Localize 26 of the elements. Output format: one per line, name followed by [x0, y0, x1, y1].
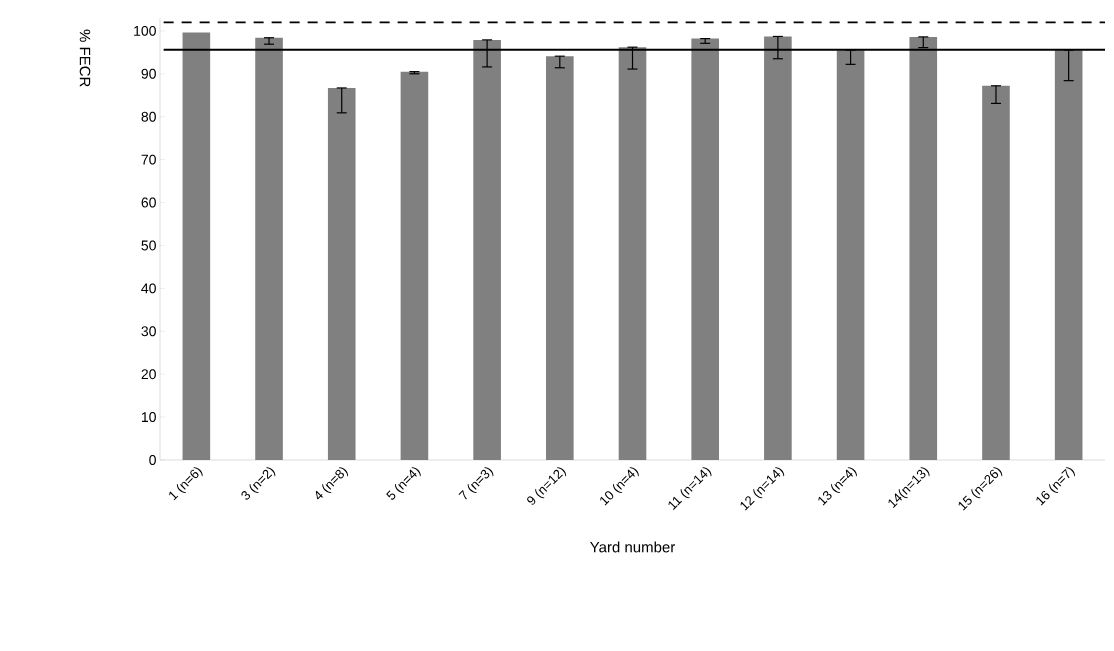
- y-tick-label: 10: [141, 412, 156, 423]
- y-tick-label: 40: [141, 283, 156, 294]
- y-tick-label: 60: [141, 197, 156, 208]
- bar: [546, 56, 574, 460]
- bar: [327, 87, 356, 460]
- bar: [400, 71, 429, 460]
- bar: [473, 39, 501, 460]
- x-axis-title: Yard number: [590, 541, 676, 553]
- bar: [982, 85, 1010, 460]
- y-tick-label: 0: [149, 455, 156, 465]
- y-tick-label: 30: [141, 326, 156, 337]
- bar: [909, 36, 938, 460]
- y-tick-label: 100: [134, 25, 156, 36]
- y-tick-label: 90: [141, 68, 156, 79]
- bar: [836, 50, 865, 460]
- y-tick-label: 20: [141, 369, 156, 380]
- y-tick-label: 80: [141, 111, 156, 122]
- bar: [691, 38, 720, 460]
- bar: [1054, 50, 1083, 460]
- y-tick-label: 50: [141, 240, 156, 251]
- bar: [255, 37, 283, 460]
- bar: [764, 36, 792, 460]
- y-axis-title: % FECR: [79, 29, 91, 87]
- y-tick-label: 70: [141, 154, 156, 165]
- bar: [618, 47, 647, 460]
- bar: [182, 32, 211, 460]
